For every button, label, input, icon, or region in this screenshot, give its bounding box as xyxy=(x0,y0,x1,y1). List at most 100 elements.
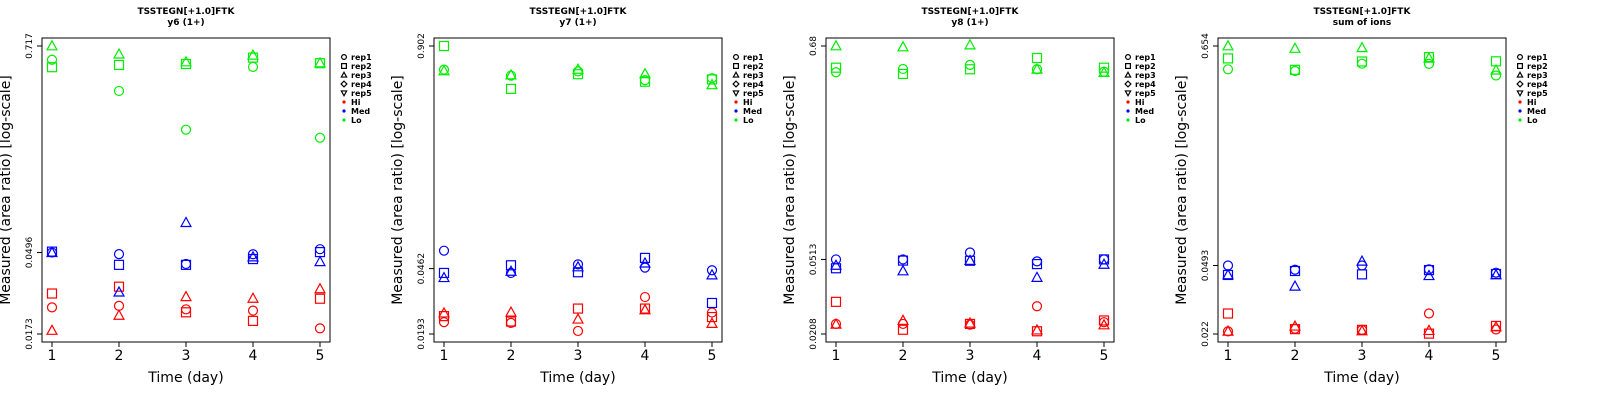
data-point-hi-rep2-square xyxy=(505,316,517,327)
data-point-lo-rep2-square xyxy=(46,62,58,73)
data-point-hi-rep3-triangle xyxy=(438,306,450,318)
chart-title: TSSTEGN[+1.0]FTK xyxy=(530,7,628,17)
data-point-lo-rep1-circle xyxy=(113,85,125,97)
legend-label-rep3: rep3 xyxy=(743,71,764,80)
data-point-hi-rep2-square xyxy=(1098,315,1110,326)
legend-label-lo: Lo xyxy=(1527,116,1538,125)
data-point-med-rep2-square xyxy=(706,297,718,309)
data-point-lo-rep1-circle xyxy=(180,124,192,135)
data-point-lo-rep2-square xyxy=(572,69,584,80)
data-point-med-rep3-triangle xyxy=(1490,268,1502,280)
data-point-med-rep1-circle xyxy=(706,265,718,276)
legend-marker-med xyxy=(1518,109,1522,113)
data-point-hi-rep2-square xyxy=(247,315,259,326)
legend-marker-rep1 xyxy=(1517,53,1524,60)
chart-title: TSSTEGN[+1.0]FTK xyxy=(138,7,236,17)
data-point-lo-rep1-circle xyxy=(314,132,326,143)
legend-label-rep4: rep4 xyxy=(1527,80,1548,89)
data-point-lo-rep3-triangle xyxy=(639,67,651,79)
data-point-med-rep1-circle xyxy=(639,262,651,273)
data-point-med-rep3-triangle xyxy=(438,271,450,283)
data-point-lo-rep3-triangle xyxy=(180,55,192,67)
x-tick-label: 3 xyxy=(966,348,975,364)
data-point-hi-rep3-triangle xyxy=(1031,323,1043,335)
data-point-lo-rep1-circle xyxy=(1222,64,1234,75)
data-point-med-rep3-triangle xyxy=(1222,268,1234,280)
plot-area xyxy=(41,37,331,343)
x-tick-label: 1 xyxy=(440,348,449,364)
legend-label-med: Med xyxy=(1527,107,1546,116)
legend-label-hi: Hi xyxy=(1527,98,1537,107)
data-point-hi-rep3-triangle xyxy=(1423,324,1435,336)
legend-marker-med xyxy=(1126,109,1130,113)
y-tick-label: 0.0493 xyxy=(1201,250,1211,282)
legend-marker-hi xyxy=(734,100,738,104)
chart-subtitle: sum of ions xyxy=(1333,18,1392,28)
data-point-lo-rep1-circle xyxy=(46,54,58,65)
data-point-lo-rep3-triangle xyxy=(247,48,259,60)
y-tick-label: 0.902 xyxy=(417,33,427,59)
x-axis-label: Time (day) xyxy=(147,370,223,386)
x-tick-label: 2 xyxy=(1291,348,1300,364)
legend-label-lo: Lo xyxy=(351,116,362,125)
x-tick-label: 4 xyxy=(641,348,650,364)
y-axis-label: Measured (area ratio) [log-scale] xyxy=(782,75,798,305)
x-tick-label: 4 xyxy=(1425,348,1434,364)
data-point-med-rep3-triangle xyxy=(180,216,192,228)
data-point-lo-rep1-circle xyxy=(505,70,517,81)
data-point-med-rep2-square xyxy=(180,259,192,270)
data-point-med-rep3-triangle xyxy=(1289,279,1301,291)
y-tick-label: 0.022 xyxy=(1201,321,1211,347)
data-point-hi-rep3-triangle xyxy=(706,317,718,328)
chart-subtitle: y7 (1+) xyxy=(559,18,596,28)
data-point-lo-rep2-square xyxy=(1356,56,1368,67)
data-point-hi-rep3-triangle xyxy=(46,324,58,335)
y-tick-label: 0.0193 xyxy=(417,318,427,350)
x-tick-label: 5 xyxy=(316,348,325,364)
x-tick-label: 2 xyxy=(899,348,908,364)
legend-marker-rep3 xyxy=(732,70,740,78)
data-point-hi-rep2-square xyxy=(964,318,976,330)
data-point-lo-rep3-triangle xyxy=(897,40,909,52)
data-point-med-rep3-triangle xyxy=(505,264,517,276)
legend-marker-rep1 xyxy=(341,53,348,60)
data-point-lo-rep3-triangle xyxy=(706,78,718,90)
legend-label-hi: Hi xyxy=(351,98,361,107)
legend-marker-rep4 xyxy=(732,80,740,88)
legend-marker-lo xyxy=(1518,118,1522,122)
data-point-hi-rep1-circle xyxy=(438,317,450,328)
data-point-hi-rep2-square xyxy=(314,293,326,304)
y-tick-label: 0.654 xyxy=(1201,33,1211,59)
x-tick-label: 3 xyxy=(182,348,191,364)
data-point-med-rep3-triangle xyxy=(113,285,125,297)
legend-marker-rep4 xyxy=(340,80,348,88)
y-tick-label: 0.0173 xyxy=(25,318,35,350)
data-point-med-rep1-circle xyxy=(964,247,976,258)
legend-marker-rep2 xyxy=(341,62,348,69)
data-point-hi-rep3-triangle xyxy=(314,282,326,294)
data-point-lo-rep3-triangle xyxy=(1098,66,1110,77)
data-point-hi-rep2-square xyxy=(1031,326,1043,337)
data-point-lo-rep2-square xyxy=(1098,62,1110,73)
data-point-lo-rep3-triangle xyxy=(1289,42,1301,53)
legend-marker-rep2 xyxy=(1125,62,1132,69)
data-point-hi-rep1-circle xyxy=(572,325,584,337)
x-tick-label: 5 xyxy=(708,348,717,364)
legend-label-rep5: rep5 xyxy=(743,89,764,98)
data-point-med-rep1-circle xyxy=(438,245,450,256)
legend-label-lo: Lo xyxy=(743,116,754,125)
data-point-med-rep2-square xyxy=(1423,264,1435,276)
data-point-hi-rep1-circle xyxy=(113,300,125,311)
data-point-med-rep1-circle xyxy=(113,249,125,260)
legend-label-rep1: rep1 xyxy=(1135,53,1156,62)
legend-marker-lo xyxy=(342,118,346,122)
y-tick-label: 0.0462 xyxy=(417,253,427,285)
data-point-med-rep2-square xyxy=(1356,269,1368,280)
data-point-hi-rep3-triangle xyxy=(113,308,125,320)
data-point-hi-rep2-square xyxy=(1222,308,1234,319)
data-point-med-rep3-triangle xyxy=(1098,258,1110,269)
